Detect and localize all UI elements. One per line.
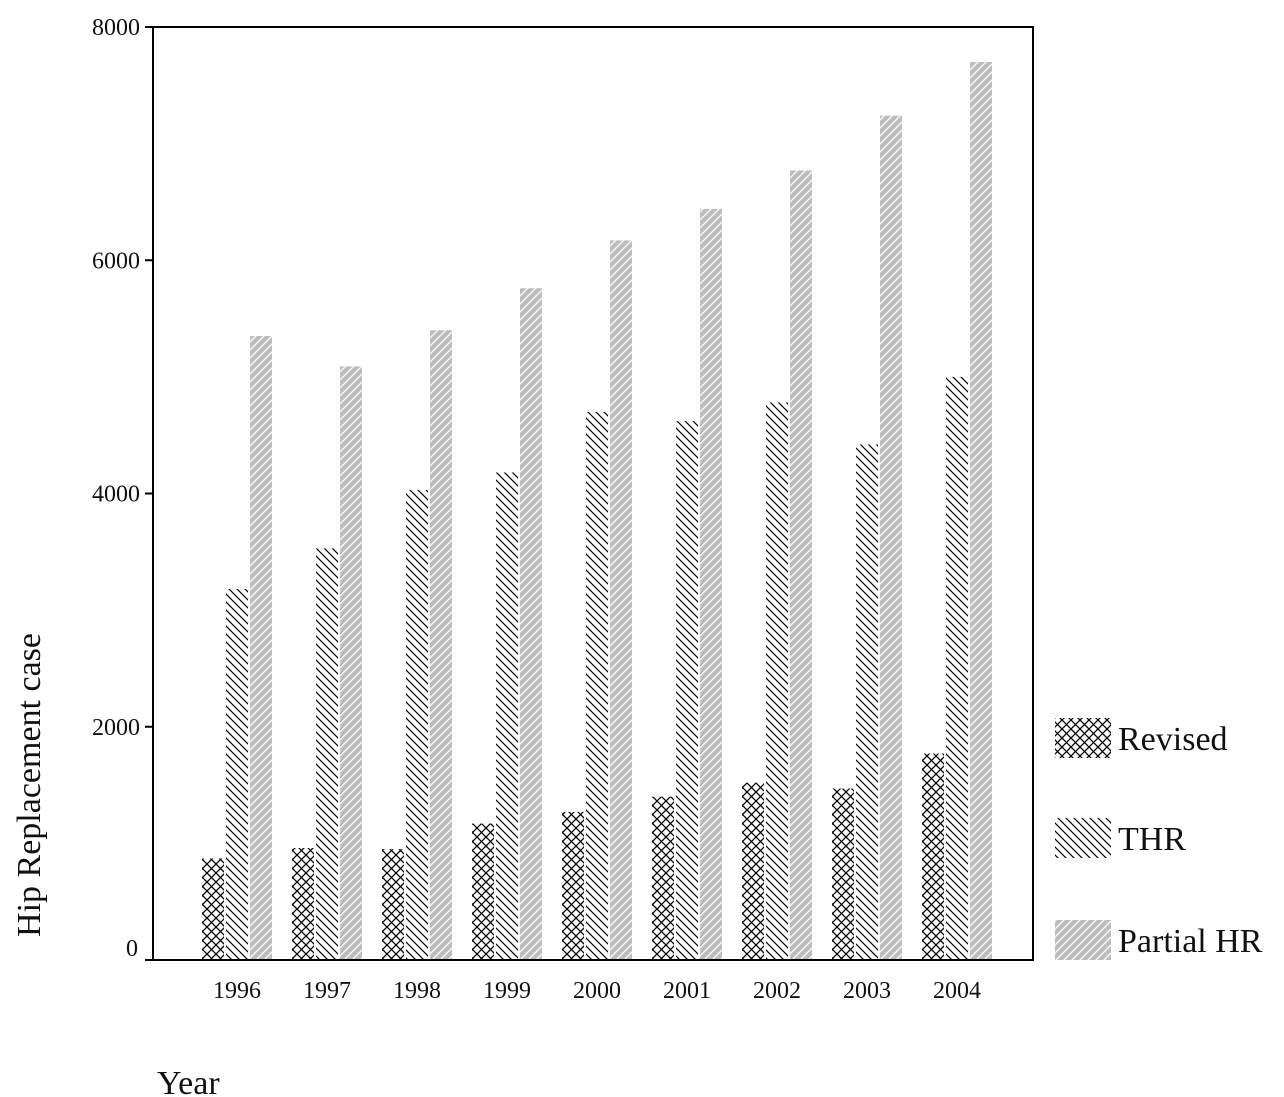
- bar-thr-1996: [226, 589, 248, 960]
- bar-revised-2004: [922, 753, 944, 960]
- bar-revised-1998: [382, 849, 404, 960]
- x-tick-label-2004: 2004: [933, 978, 981, 1004]
- y-tick-label-4000: 4000: [92, 482, 140, 508]
- bar-partial-hr-2000: [610, 240, 632, 960]
- bar-partial-hr-1997: [340, 366, 362, 960]
- bar-revised-2003: [832, 788, 854, 960]
- bar-thr-1999: [496, 472, 518, 960]
- bar-thr-2001: [676, 421, 698, 960]
- y-tick-label-6000: 6000: [92, 248, 140, 274]
- bar-partial-hr-2003: [880, 115, 902, 960]
- bar-partial-hr-1996: [250, 336, 272, 960]
- y-tick-label-8000: 8000: [92, 15, 140, 41]
- y-axis-title: Hip Replacement case: [11, 633, 48, 937]
- x-tick-label-1996: 1996: [213, 978, 261, 1004]
- legend-swatch-revised: [1055, 718, 1111, 758]
- bar-revised-1999: [472, 823, 494, 960]
- x-tick-label-2001: 2001: [663, 978, 711, 1004]
- bar-thr-2002: [766, 402, 788, 961]
- x-tick-label-2003: 2003: [843, 978, 891, 1004]
- bar-partial-hr-2001: [700, 208, 722, 960]
- bar-revised-1996: [202, 858, 224, 960]
- bar-thr-1997: [316, 548, 338, 960]
- x-tick-label-2000: 2000: [573, 978, 621, 1004]
- legend-label-revised: Revised: [1118, 721, 1228, 758]
- x-tick-label-2002: 2002: [753, 978, 801, 1004]
- x-tick-label-1998: 1998: [393, 978, 441, 1004]
- bar-partial-hr-2002: [790, 170, 812, 961]
- bar-thr-1998: [406, 490, 428, 960]
- legend-swatch-thr: [1055, 818, 1111, 858]
- x-tick-labels: 1996 1997 1998 1999 2000 2001 2002 2003 2004: [213, 978, 981, 1004]
- bar-partial-hr-1998: [430, 330, 452, 961]
- bar-thr-2000: [586, 411, 608, 960]
- legend-label-thr: THR: [1118, 821, 1186, 858]
- bar-revised-2002: [742, 782, 764, 960]
- bar-thr-2004: [946, 376, 968, 960]
- legend-swatch-partial-hr: [1055, 920, 1111, 960]
- bars-group: [202, 61, 992, 961]
- legend-label-partial-hr: Partial HR: [1118, 923, 1263, 960]
- bar-revised-2001: [652, 796, 674, 960]
- bar-thr-2003: [856, 444, 878, 961]
- bar-revised-1997: [292, 848, 314, 960]
- y-tick-label-0: 0: [126, 936, 138, 962]
- y-tick-label-2000: 2000: [92, 715, 140, 741]
- x-axis-title: Year: [157, 1065, 220, 1097]
- bar-revised-2000: [562, 811, 584, 960]
- plot-frame: [152, 26, 1034, 961]
- bar-partial-hr-2004: [970, 61, 992, 961]
- legend: Revised THR Partial HR: [1055, 718, 1263, 960]
- x-tick-label-1997: 1997: [303, 978, 351, 1004]
- y-tick-labels: 0 2000 4000 6000 8000: [92, 15, 153, 962]
- bar-partial-hr-1999: [520, 288, 542, 960]
- x-tick-label-1999: 1999: [483, 978, 531, 1004]
